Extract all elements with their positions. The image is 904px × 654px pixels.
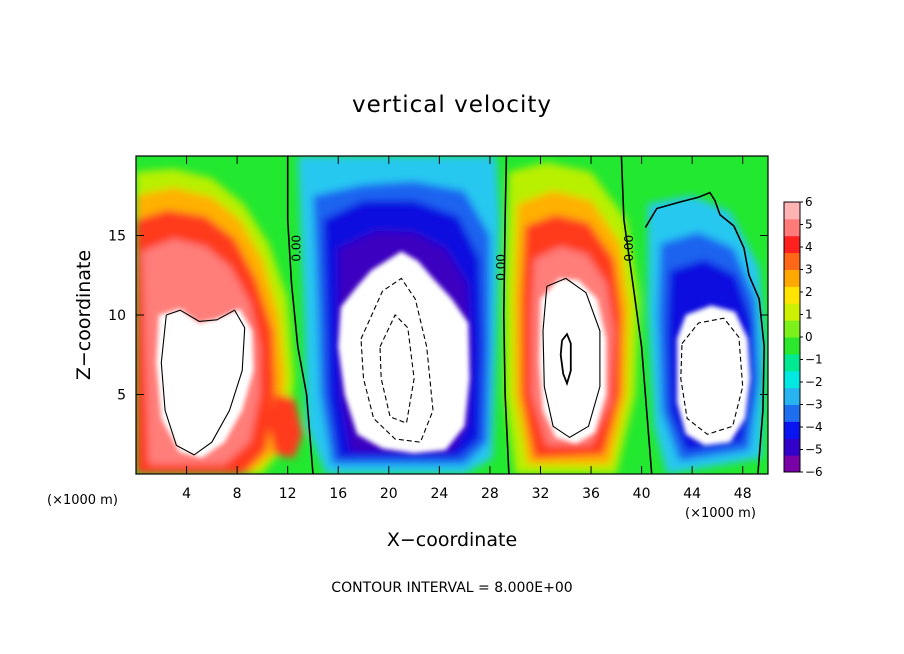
x-tick-label: 16 xyxy=(329,486,347,502)
x-tick-label: 32 xyxy=(532,486,550,502)
colorbar-swatch xyxy=(784,353,800,372)
contour-cell-4 xyxy=(680,317,744,435)
z-unit-label: (×1000 m) xyxy=(47,493,118,508)
x-tick-label: 12 xyxy=(279,486,297,502)
colorbar-tick-label: −4 xyxy=(805,420,823,434)
zero-contour-1 xyxy=(286,156,314,474)
colorbar-swatch xyxy=(784,252,800,270)
contour-cell-2 xyxy=(360,277,434,443)
contour-cell-3 xyxy=(542,277,601,439)
x-tick-label: 40 xyxy=(633,486,651,502)
colorbar-tick-label: 5 xyxy=(805,218,813,232)
colorbar-swatch xyxy=(784,218,800,237)
colorbar-tick-label: −5 xyxy=(805,443,823,457)
colorbar-tick-label: 4 xyxy=(805,240,813,254)
zero-contour-label-2: 0.00 xyxy=(494,254,508,281)
y-tick-label: 15 xyxy=(108,229,126,245)
colorbar-tick-label: −3 xyxy=(805,398,823,412)
colorbar: 6 5 4 3 2 1 0 −1 −2 −3 −4 −5 −6 xyxy=(783,195,823,479)
cell-1b-red xyxy=(268,394,303,459)
colorbar-swatch xyxy=(784,337,800,355)
colorbar-tick-label: 3 xyxy=(805,263,813,277)
x-tick-label: 20 xyxy=(380,486,398,502)
y-axis-label: Z−coordinate xyxy=(73,250,95,380)
colorbar-tick-label: 1 xyxy=(805,308,813,322)
y-tick-label: 5 xyxy=(117,388,126,404)
chart-title: vertical velocity xyxy=(352,92,552,118)
colorbar-swatch xyxy=(784,202,800,220)
colorbar-swatch xyxy=(784,286,800,304)
cell-1-core xyxy=(156,308,254,459)
zero-contour-label-1: 0.00 xyxy=(289,235,303,262)
colorbar-swatch xyxy=(784,438,800,456)
colorbar-swatch xyxy=(784,455,800,473)
colorbar-swatch xyxy=(784,370,800,389)
contour-cell-1 xyxy=(160,309,246,456)
x-tick-label: 44 xyxy=(683,486,701,502)
zero-contour-3 xyxy=(620,156,653,474)
colorbar-swatch xyxy=(784,404,800,422)
velocity-field: 0.00 0.00 0.00 xyxy=(136,156,768,474)
y-tick-label: 10 xyxy=(108,308,126,324)
colorbar-swatch xyxy=(784,235,800,254)
x-axis-ticks: 4 8 12 16 20 24 28 32 36 40 44 48 xyxy=(182,156,752,502)
cell-4-core xyxy=(677,305,751,446)
colorbar-tick-label: −6 xyxy=(805,465,823,479)
colorbar-swatch xyxy=(784,421,800,439)
x-axis-label: X−coordinate xyxy=(387,529,517,551)
colorbar-swatch xyxy=(784,269,800,287)
x-tick-label: 28 xyxy=(481,486,499,502)
colorbar-tick-label: 0 xyxy=(805,330,813,344)
contour-cell-3-inner xyxy=(559,332,572,387)
colorbar-tick-label: 2 xyxy=(805,285,813,299)
y-axis-ticks: 5 10 15 xyxy=(108,229,768,404)
colorbar-swatch xyxy=(784,320,800,338)
cell-3-core xyxy=(539,278,607,444)
zero-contour-2 xyxy=(502,156,510,474)
colorbar-tick-label: 6 xyxy=(805,195,813,209)
zero-contour-label-3: 0.00 xyxy=(622,235,636,262)
x-tick-label: 36 xyxy=(582,486,600,502)
colorbar-tick-label: −1 xyxy=(805,353,823,367)
x-tick-label: 4 xyxy=(182,486,191,502)
contour-interval-note: CONTOUR INTERVAL = 8.000E+00 xyxy=(331,580,572,596)
x-tick-label: 24 xyxy=(430,486,448,502)
x-unit-label: (×1000 m) xyxy=(685,506,756,521)
x-tick-label: 48 xyxy=(734,486,752,502)
zero-contour-4 xyxy=(644,191,766,474)
colorbar-swatch xyxy=(784,303,800,321)
colorbar-tick-label: −2 xyxy=(805,375,823,389)
cell-2-core xyxy=(338,251,470,454)
colorbar-swatch xyxy=(784,387,800,405)
x-tick-label: 8 xyxy=(233,486,242,502)
